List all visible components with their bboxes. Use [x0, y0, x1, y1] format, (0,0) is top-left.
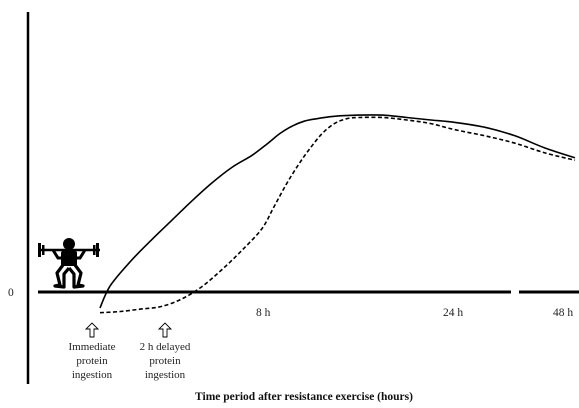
annotation-immediate: Immediate protein ingestion: [68, 322, 116, 381]
annotation-delayed: 2 h delayed protein ingestion: [140, 322, 191, 381]
x-tick-label-8h: 8 h: [256, 307, 271, 319]
annotation-immediate-line2: protein: [76, 355, 108, 367]
series-line-delayed: [99, 116, 576, 314]
annotation-delayed-line3: ingestion: [145, 369, 186, 381]
annotation-delayed-line1: 2 h delayed: [140, 341, 191, 353]
weightlifter-icon: [38, 238, 100, 289]
annotation-delayed-line2: protein: [149, 355, 181, 367]
x-axis-title: Time period after resistance exercise (h…: [195, 391, 413, 403]
up-arrow-icon: [157, 322, 173, 338]
x-tick-label-48h: 48 h: [553, 307, 573, 319]
annotation-immediate-line3: ingestion: [72, 369, 113, 381]
up-arrow-icon: [84, 322, 100, 338]
x-tick-label-24h: 24 h: [443, 307, 463, 319]
y-tick-label: 0: [8, 287, 14, 299]
series-line-immediate: [99, 114, 576, 309]
annotation-immediate-line1: Immediate: [68, 341, 115, 353]
